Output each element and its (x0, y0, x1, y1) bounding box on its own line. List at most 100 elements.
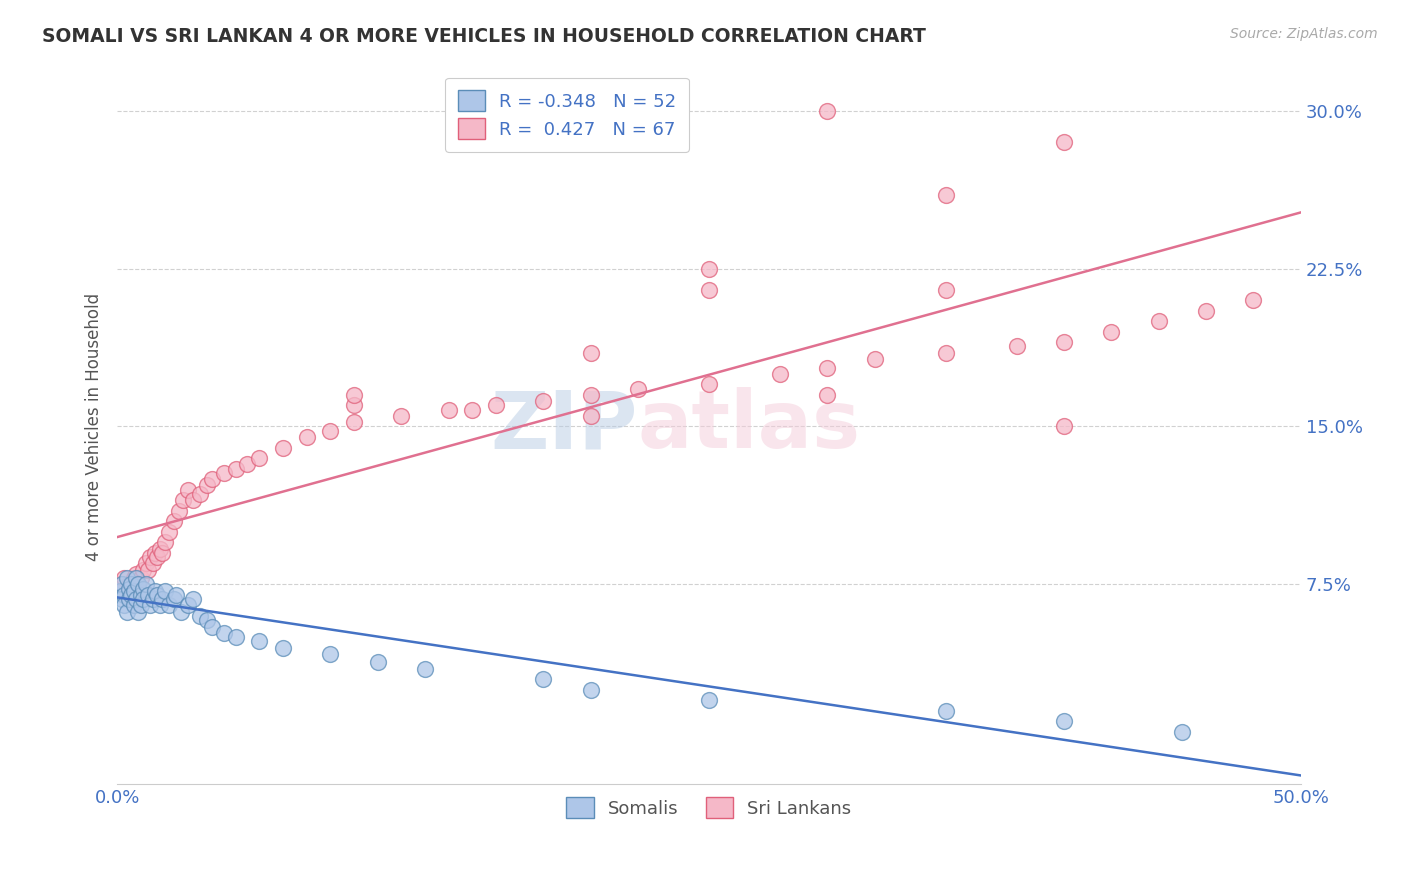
Point (697, 693, 720, 707)
Point (153, 535, 176, 549)
Point (129, 571, 152, 585)
Point (935, 704, 957, 718)
Point (1053, 135, 1076, 149)
Point (118, 577, 141, 591)
Point (413, 662, 436, 676)
Point (1053, 419, 1076, 434)
Point (125, 571, 148, 585)
Point (115, 605, 138, 619)
Point (150, 546, 173, 560)
Point (295, 430, 318, 444)
Point (271, 640, 294, 655)
Point (128, 605, 150, 619)
Point (122, 571, 145, 585)
Point (108, 577, 131, 591)
Point (125, 566, 148, 581)
Point (319, 647, 342, 661)
Point (153, 583, 176, 598)
Point (149, 599, 172, 613)
Point (769, 367, 792, 381)
Point (1053, 335, 1076, 350)
Point (165, 588, 187, 602)
Point (122, 583, 145, 598)
Point (579, 345, 602, 359)
Point (170, 605, 193, 619)
Point (1171, 724, 1194, 739)
Point (247, 451, 270, 466)
Point (115, 588, 138, 602)
Point (128, 577, 150, 591)
Point (115, 571, 138, 585)
Point (157, 599, 180, 613)
Point (136, 588, 159, 602)
Point (815, 360, 838, 375)
Point (157, 524, 180, 539)
Point (120, 588, 142, 602)
Text: SOMALI VS SRI LANKAN 4 OR MORE VEHICLES IN HOUSEHOLD CORRELATION CHART: SOMALI VS SRI LANKAN 4 OR MORE VEHICLES … (42, 27, 927, 45)
Point (236, 458, 259, 472)
Point (225, 461, 247, 475)
Point (697, 283, 720, 297)
Point (188, 487, 211, 501)
Point (163, 592, 186, 607)
Point (627, 382, 650, 396)
Point (935, 345, 957, 359)
Point (108, 583, 131, 598)
Point (118, 592, 141, 607)
Point (319, 424, 342, 438)
Point (437, 402, 460, 417)
Point (271, 441, 294, 455)
Point (579, 409, 602, 423)
Point (195, 478, 218, 492)
Point (112, 571, 135, 585)
Point (201, 472, 224, 486)
Y-axis label: 4 or more Vehicles in Household: 4 or more Vehicles in Household (86, 293, 103, 560)
Point (112, 599, 135, 613)
Point (461, 402, 484, 417)
Point (195, 613, 218, 627)
Point (177, 599, 200, 613)
Point (531, 672, 554, 686)
Point (863, 352, 886, 367)
Point (132, 563, 155, 577)
Text: ZIP: ZIP (491, 387, 638, 466)
Point (343, 388, 366, 402)
Point (139, 549, 162, 564)
Point (367, 655, 389, 669)
Point (149, 541, 172, 556)
Point (1099, 325, 1122, 339)
Point (118, 582, 141, 596)
Point (177, 483, 200, 497)
Point (1005, 339, 1028, 353)
Point (146, 588, 169, 602)
Point (343, 399, 366, 413)
Point (135, 577, 157, 591)
Point (201, 619, 224, 633)
Point (225, 630, 247, 644)
Point (135, 557, 157, 571)
Point (111, 577, 134, 591)
Point (1053, 714, 1076, 729)
Point (172, 493, 194, 508)
Point (579, 388, 602, 402)
Point (132, 592, 155, 607)
Legend: Somalis, Sri Lankans: Somalis, Sri Lankans (560, 790, 859, 825)
Point (247, 634, 270, 648)
Point (163, 514, 186, 528)
Point (697, 377, 720, 392)
Point (143, 546, 166, 560)
Point (139, 599, 162, 613)
Point (111, 592, 134, 607)
Point (120, 577, 142, 591)
Point (343, 415, 366, 429)
Point (1147, 314, 1170, 328)
Point (935, 283, 957, 297)
Point (1241, 293, 1264, 307)
Point (212, 466, 235, 480)
Point (815, 103, 838, 118)
Point (212, 625, 235, 640)
Point (120, 582, 142, 596)
Point (142, 592, 165, 607)
Text: Source: ZipAtlas.com: Source: ZipAtlas.com (1230, 27, 1378, 41)
Point (935, 187, 957, 202)
